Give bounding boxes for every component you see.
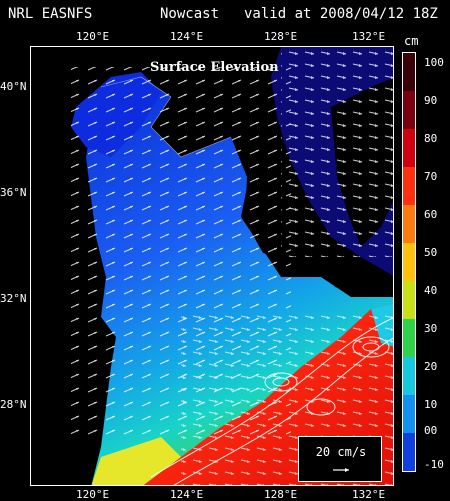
elevation-map: [31, 47, 393, 485]
lat-tick-3: 32°N: [0, 292, 27, 305]
lon-tick-bottom-1: 120°E: [76, 488, 110, 501]
colorbar-label: 50: [424, 246, 438, 259]
colorbar-label: 60: [424, 208, 438, 221]
vector-scale-legend: 20 cm/s: [298, 436, 382, 482]
coastline: [100, 76, 232, 158]
map-title: Surface Elevation: [150, 60, 279, 75]
lon-tick-bottom-2: 124°E: [170, 488, 204, 501]
lon-tick-top-1: 120°E: [76, 30, 110, 43]
colorbar-label: 70: [424, 170, 438, 183]
lon-tick-top-4: 132°E: [352, 30, 386, 43]
colorbar-label: 10: [424, 398, 438, 411]
model-name: NRL EASNFS: [8, 6, 93, 22]
colorbar-label: 00: [424, 424, 438, 437]
lon-tick-top-3: 128°E: [264, 30, 298, 43]
colorbar-unit: cm: [404, 34, 419, 48]
kyushu-island: [323, 253, 371, 291]
streamlines: [150, 317, 393, 485]
lon-tick-top-2: 124°E: [170, 30, 204, 43]
header: NRL EASNFS Nowcast valid at 2008/04/12 1…: [0, 0, 450, 28]
lon-tick-bottom-4: 132°E: [352, 488, 386, 501]
colorbar-label: 90: [424, 94, 438, 107]
map-frame[interactable]: [30, 46, 394, 486]
lon-tick-bottom-3: 128°E: [264, 488, 298, 501]
colorbar-label: -10: [424, 458, 444, 471]
colorbar-label: 80: [424, 132, 438, 145]
colorbar: [402, 52, 416, 472]
scale-arrow-icon: [333, 468, 349, 472]
product-name: Nowcast: [160, 6, 220, 22]
colorbar-label: 40: [424, 284, 438, 297]
colorbar-label: 20: [424, 360, 438, 373]
valid-time: valid at 2008/04/12 18Z: [244, 6, 438, 22]
vector-scale-label: 20 cm/s: [315, 445, 367, 459]
lat-tick-2: 36°N: [0, 186, 27, 199]
colorbar-label: 30: [424, 322, 438, 335]
lat-tick-4: 28°N: [0, 398, 27, 411]
current-vectors-japan-sea: [281, 47, 393, 257]
colorbar-label: 100: [424, 56, 444, 69]
lat-tick-1: 40°N: [0, 80, 27, 93]
